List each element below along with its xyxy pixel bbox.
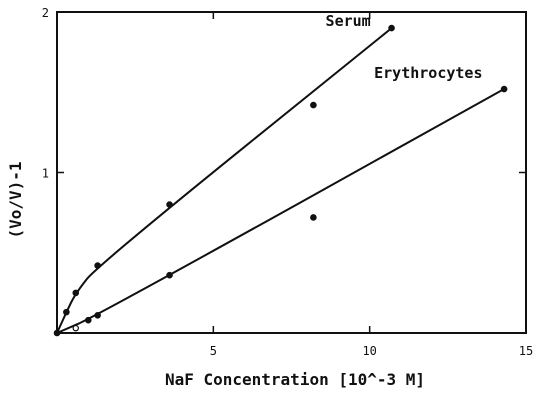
x-tick-label: 10: [362, 344, 376, 358]
serum-label: Serum: [326, 12, 371, 30]
plot-frame: [56, 11, 527, 334]
serum-point: [94, 262, 101, 269]
serum-line: [56, 27, 393, 334]
erythrocytes-label: Erythrocytes: [374, 64, 482, 82]
series-layer: Serum Erythrocytes: [53, 12, 508, 337]
erythrocytes-line: [56, 88, 506, 334]
serum-point: [166, 201, 173, 208]
x-tick-label: 5: [210, 344, 217, 358]
erythrocytes-point: [84, 316, 92, 324]
x-axis-title: NaF Concentration [10^-3 M]: [165, 370, 425, 389]
erythrocytes-point: [166, 271, 173, 279]
y-axis-title: (Vo/V)-1: [6, 161, 25, 238]
erythrocytes-point: [94, 312, 101, 319]
serum-point: [388, 24, 395, 32]
serum-point: [310, 101, 317, 109]
erythrocytes-point: [310, 214, 317, 221]
erythrocytes-point: [72, 324, 79, 332]
axes: [56, 11, 527, 334]
y-tick-label: 1: [42, 167, 49, 181]
serum-point: [63, 308, 70, 316]
serum-point: [72, 289, 80, 297]
ticks: 5 10 15 1 2: [42, 6, 533, 358]
erythrocytes-point: [500, 85, 508, 93]
x-tick-label: 15: [519, 344, 533, 358]
y-tick-label: 2: [42, 6, 49, 20]
